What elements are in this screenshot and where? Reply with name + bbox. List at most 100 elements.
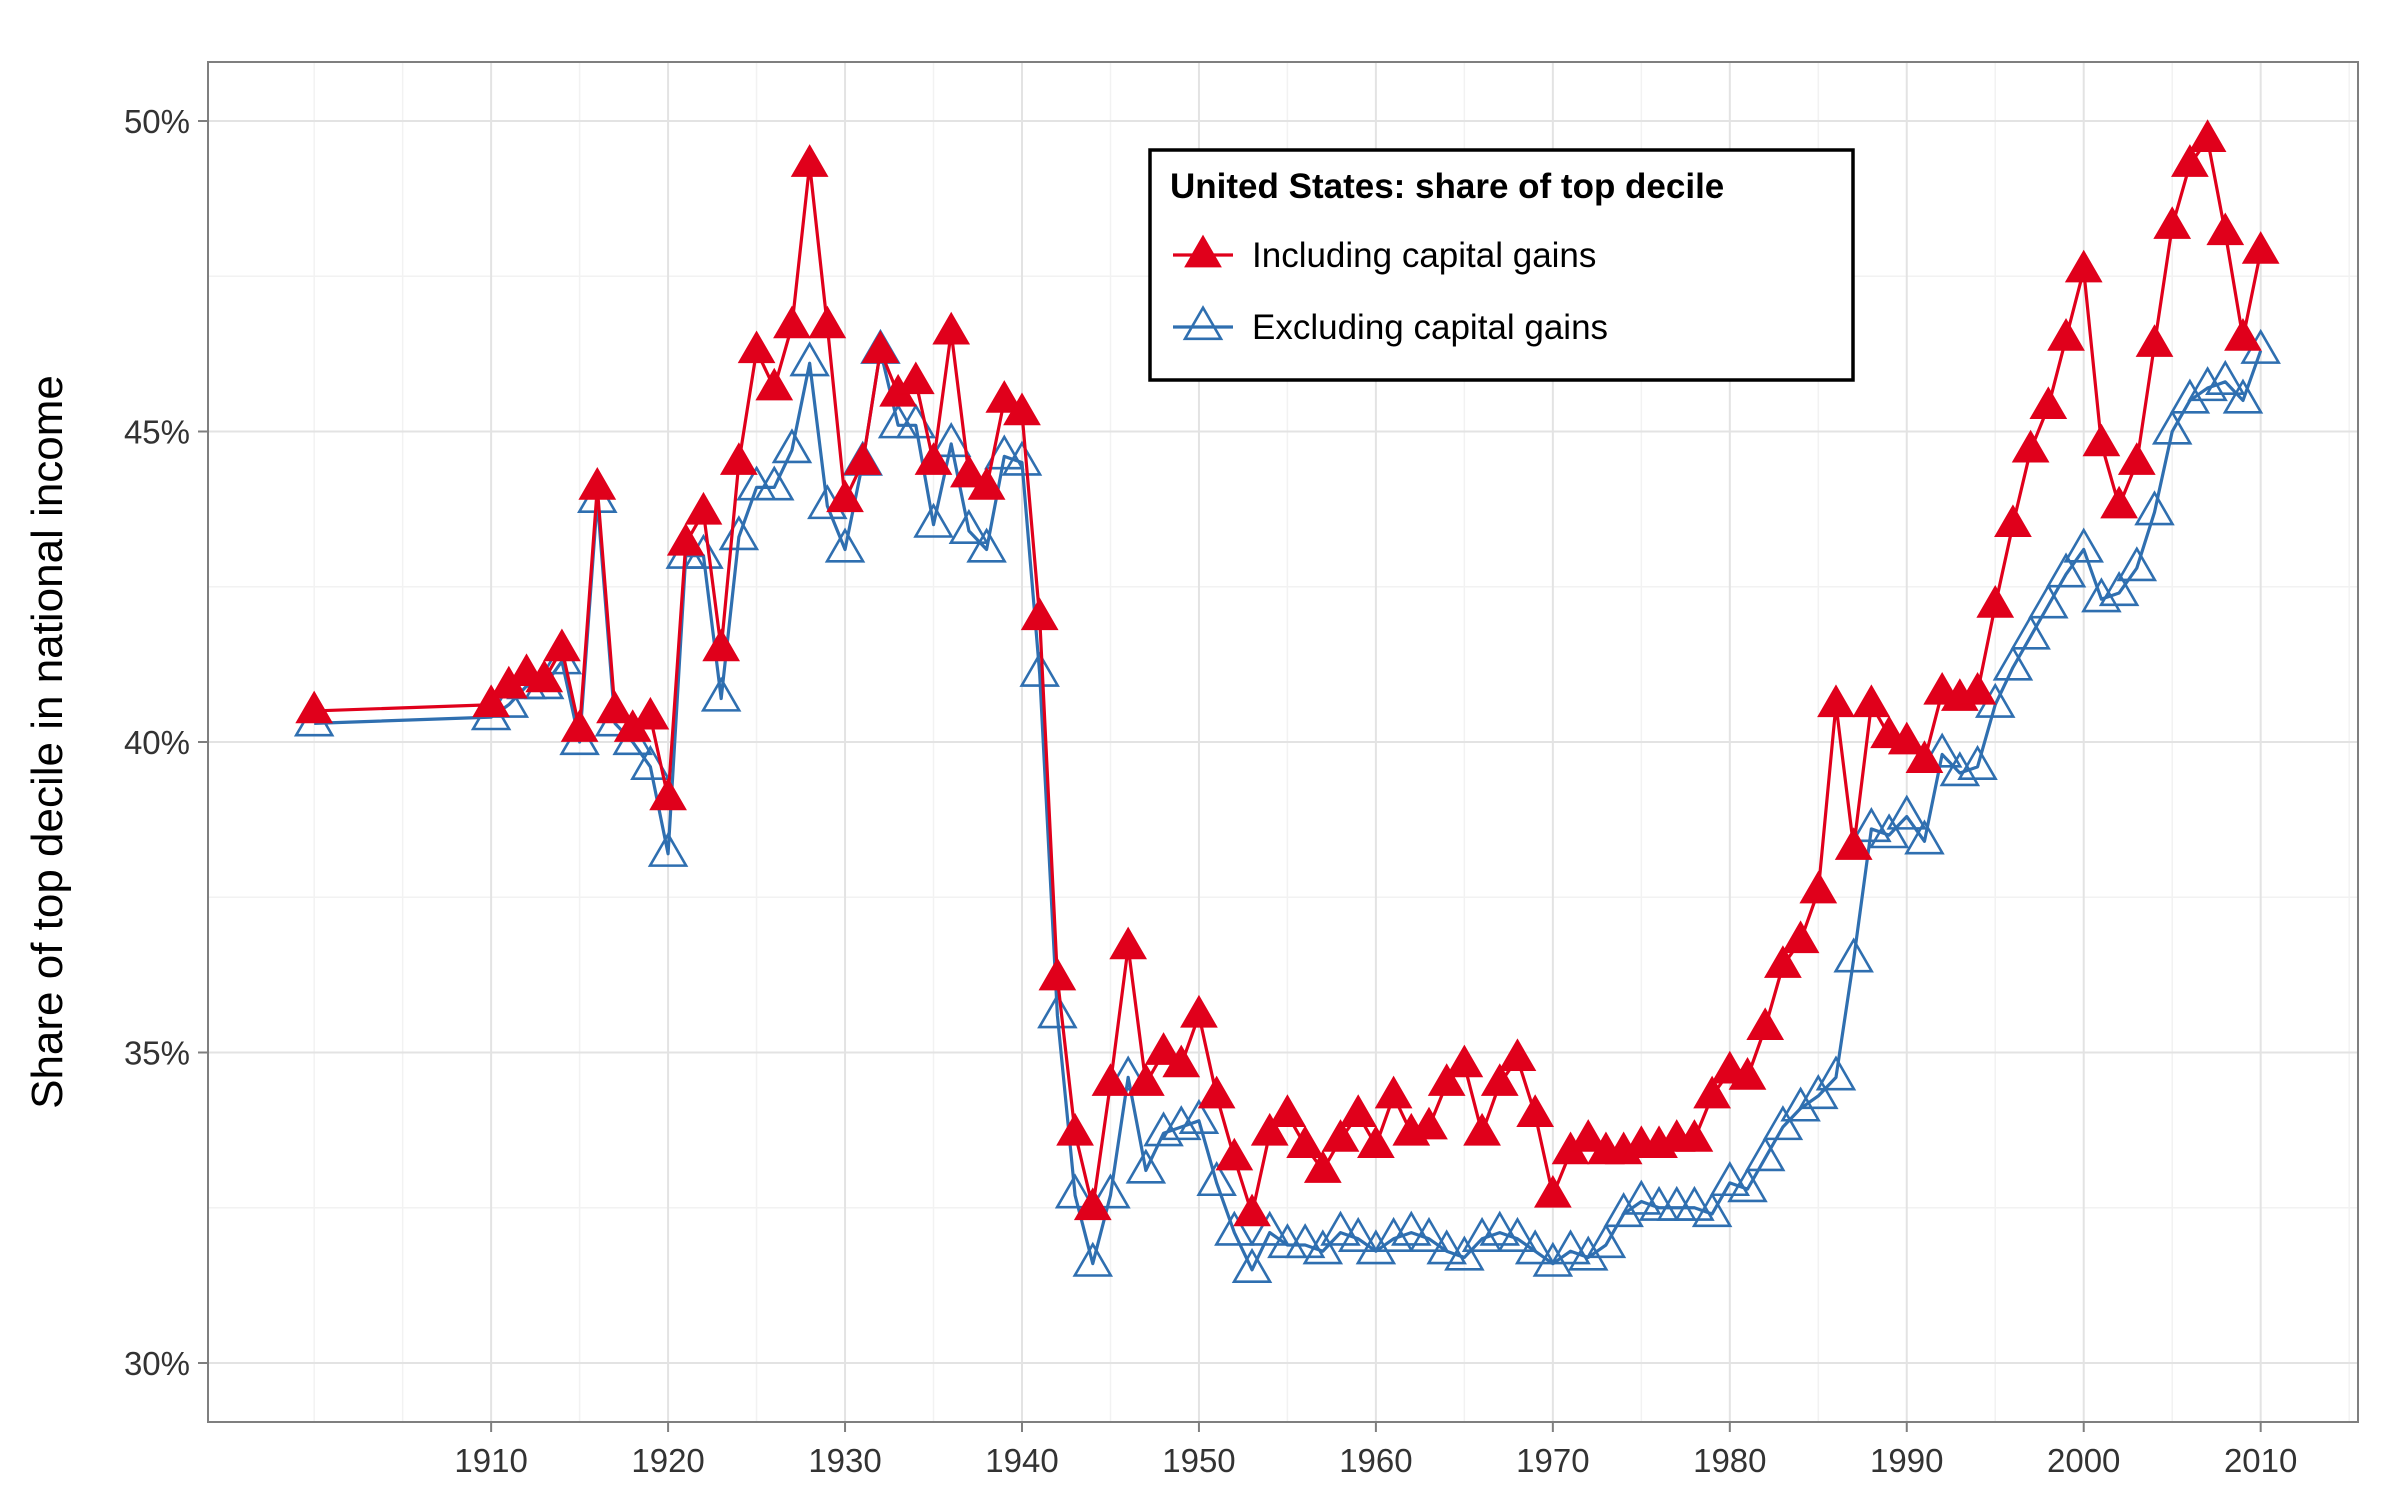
data-point (1569, 1119, 1608, 1152)
x-tick-label: 1970 (1516, 1442, 1589, 1479)
data-point (1250, 1112, 1289, 1146)
data-point (1001, 440, 1043, 476)
data-point (1054, 1173, 1096, 1209)
data-point (1921, 732, 1963, 768)
series-including-capital-gains (295, 119, 2280, 1227)
legend-label: Excluding capital gains (1252, 308, 1608, 347)
data-point (1817, 684, 1855, 718)
data-point (808, 305, 847, 339)
legend-label: Including capital gains (1252, 236, 1596, 275)
data-point (1445, 1044, 1484, 1078)
data-point (666, 522, 705, 556)
data-point (1410, 1106, 1448, 1140)
data-point (1337, 1216, 1379, 1252)
x-tick-label: 1910 (454, 1442, 527, 1479)
data-point (1408, 1216, 1450, 1252)
data-point (2188, 119, 2227, 152)
data-point (525, 659, 564, 693)
data-point (1567, 1235, 1609, 1271)
data-point (1904, 819, 1945, 855)
data-point (826, 479, 864, 513)
data-point (1480, 1063, 1519, 1096)
data-point (1391, 1210, 1432, 1246)
data-point (2063, 527, 2104, 563)
x-tick-label: 2000 (2047, 1442, 2120, 1479)
y-axis-label: Share of top decile in national income (23, 375, 72, 1109)
data-point (2205, 359, 2246, 395)
data-point (1533, 1174, 1572, 1208)
data-point (649, 777, 687, 811)
data-point (1038, 957, 1077, 991)
data-point (1160, 1105, 1202, 1141)
data-point (896, 361, 935, 395)
data-point (754, 465, 795, 501)
data-point (295, 690, 334, 724)
data-point (1426, 1229, 1467, 1265)
data-point (1693, 1075, 1731, 1109)
data-point (1621, 1179, 1662, 1215)
data-point (773, 305, 811, 339)
data-point (2117, 442, 2156, 475)
data-point (1514, 1229, 1556, 1265)
data-point (2081, 577, 2122, 613)
data-point (948, 508, 990, 545)
data-point (843, 442, 882, 475)
data-point (1463, 1112, 1501, 1146)
data-point (719, 442, 758, 475)
data-point (1072, 1241, 1114, 1277)
data-point (2082, 423, 2121, 457)
data-point (2134, 490, 2175, 526)
data-point (1357, 1125, 1395, 1158)
data-point (1674, 1185, 1715, 1221)
data-point (790, 144, 829, 177)
data-point (2098, 571, 2140, 607)
data-point (824, 527, 866, 563)
data-point (1851, 807, 1892, 843)
data-point (2206, 212, 2245, 246)
data-point (1125, 1148, 1167, 1184)
data-point (1675, 1119, 1714, 1152)
data-point (647, 831, 689, 867)
data-point (1762, 1105, 1804, 1141)
data-point (2222, 378, 2264, 414)
data-point (2010, 614, 2051, 650)
data-point (560, 709, 599, 742)
data-point (1992, 645, 2034, 681)
data-point (1249, 1210, 1290, 1246)
data-point (1709, 1160, 1751, 1197)
data-point (2028, 583, 2069, 619)
data-point (1781, 920, 1820, 954)
data-point (631, 696, 670, 730)
data-point (1498, 1038, 1537, 1072)
data-point (1178, 1098, 1220, 1134)
data-point (1461, 1216, 1503, 1252)
data-point (1196, 1160, 1237, 1197)
data-point (1497, 1216, 1538, 1252)
data-point (1303, 1150, 1342, 1183)
data-point (1214, 1210, 1255, 1246)
data-point (771, 428, 813, 464)
data-point (578, 467, 617, 500)
data-point (1976, 585, 2015, 618)
data-point (1320, 1210, 1361, 1246)
data-point (1073, 1187, 1112, 1221)
data-point (2153, 206, 2192, 239)
data-point (1427, 1063, 1466, 1096)
data-point (472, 684, 510, 718)
data-point (2047, 318, 2085, 351)
data-point (1516, 1094, 1555, 1127)
data-point (2171, 144, 2209, 177)
data-point (1798, 1074, 1839, 1110)
data-point (950, 454, 988, 488)
data-point (1727, 1167, 1768, 1203)
data-point (543, 628, 581, 662)
x-tick-label: 1980 (1693, 1442, 1766, 1479)
data-point (1003, 392, 1041, 426)
data-point (737, 330, 776, 364)
data-point (1958, 671, 1997, 705)
data-point (700, 676, 742, 712)
x-tick-label: 1960 (1339, 1442, 1412, 1479)
data-point (1868, 813, 1910, 849)
data-point (1550, 1229, 1591, 1265)
